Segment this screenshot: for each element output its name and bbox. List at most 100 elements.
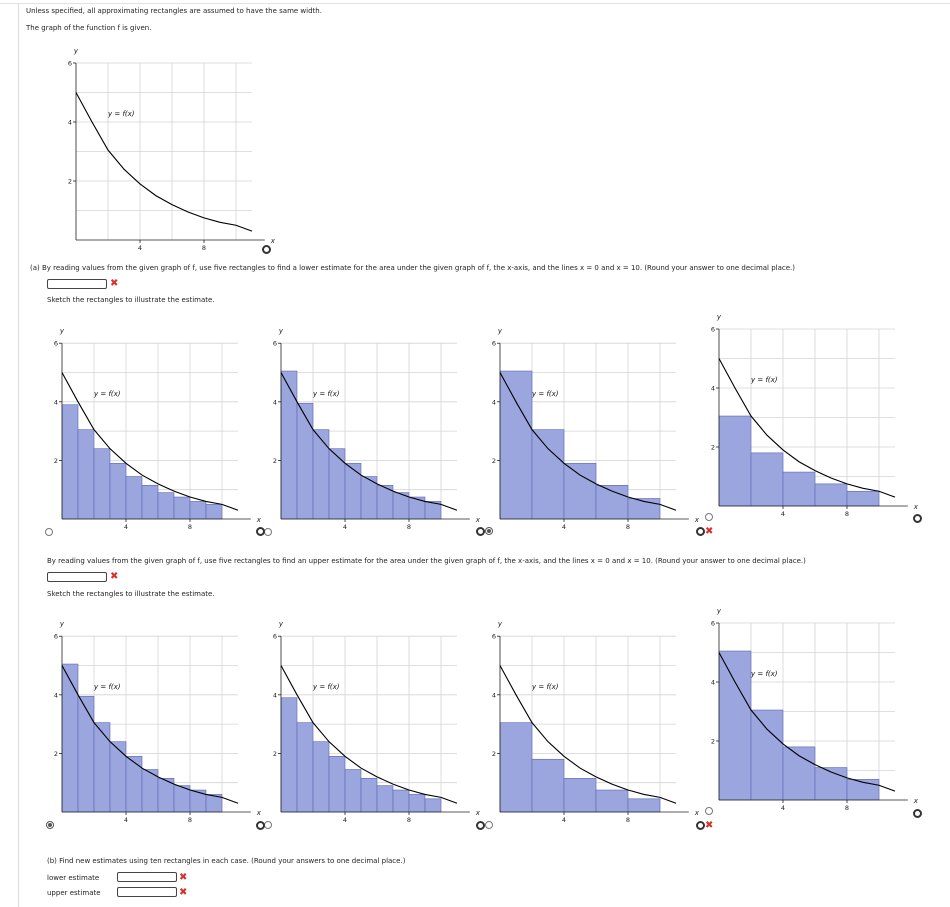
option-radio[interactable]: [705, 807, 713, 815]
x-tick-label: 4: [124, 523, 128, 531]
info-icon[interactable]: [256, 821, 265, 830]
x-axis-label: x: [256, 809, 262, 817]
info-icon[interactable]: [696, 527, 705, 536]
x-tick-label: 8: [845, 804, 849, 812]
x-axis-label: x: [913, 797, 919, 805]
y-axis-label: y: [497, 620, 503, 628]
part-b-question: (b) Find new estimates using ten rectang…: [47, 857, 406, 865]
option-radio[interactable]: [264, 821, 272, 829]
function-curve: [280, 665, 458, 804]
y-tick-label: 4: [68, 119, 72, 127]
upper-estimate-input[interactable]: [117, 887, 177, 897]
x-tick-label: 8: [626, 523, 630, 531]
info-icon[interactable]: [476, 527, 485, 536]
x-tick-label: 4: [562, 816, 566, 824]
y-tick-label: 6: [492, 633, 496, 641]
left-border: [18, 3, 19, 907]
info-icon[interactable]: [262, 245, 271, 254]
info-icon[interactable]: [256, 527, 265, 536]
x-tick-label: 8: [188, 816, 192, 824]
incorrect-icon: ✖: [179, 872, 188, 883]
y-tick-label: 6: [54, 633, 58, 641]
function-label: y = f(x): [93, 390, 121, 398]
y-tick-label: 2: [54, 750, 58, 758]
x-tick-label: 8: [188, 523, 192, 531]
x-axis-label: x: [270, 237, 276, 245]
y-tick-label: 2: [492, 750, 496, 758]
x-axis-label: x: [913, 503, 919, 511]
upper-estimate-label: upper estimate: [47, 889, 101, 897]
y-tick-label: 6: [273, 633, 277, 641]
sketch-label: Sketch the rectangles to illustrate the …: [47, 590, 215, 598]
approx-rectangle: [531, 429, 565, 520]
y-axis-label: y: [59, 327, 65, 335]
x-tick-label: 8: [202, 244, 206, 252]
option-radio[interactable]: [705, 513, 713, 521]
x-tick-label: 8: [626, 816, 630, 824]
x-axis-label: x: [475, 516, 481, 524]
sketch-label: Sketch the rectangles to illustrate the …: [47, 296, 215, 304]
info-icon[interactable]: [913, 514, 922, 523]
approx-rectangle: [750, 709, 784, 801]
x-tick-label: 4: [138, 244, 142, 252]
y-axis-label: y: [497, 327, 503, 335]
function-curve: [61, 372, 239, 511]
part-a-question: (a) By reading values from the given gra…: [30, 264, 796, 272]
option-radio[interactable]: [45, 528, 53, 536]
approx-rectangle: [750, 452, 784, 507]
function-curve: [75, 92, 253, 232]
intro-text: Unless specified, all approximating rect…: [26, 7, 322, 15]
function-label: y = f(x): [531, 683, 559, 691]
y-axis-label: y: [716, 607, 722, 615]
function-curve: [499, 665, 677, 804]
function-label: y = f(x): [531, 390, 559, 398]
function-curve: [718, 652, 896, 792]
info-icon[interactable]: [696, 821, 705, 830]
x-tick-label: 4: [781, 510, 785, 518]
lower-estimate-label: lower estimate: [47, 874, 100, 882]
y-tick-label: 2: [492, 457, 496, 465]
info-icon[interactable]: [476, 821, 485, 830]
y-tick-label: 6: [68, 60, 72, 68]
x-axis-label: x: [694, 516, 700, 524]
option-radio[interactable]: [485, 821, 493, 829]
x-tick-label: 4: [343, 523, 347, 531]
y-tick-label: 4: [273, 691, 277, 699]
function-label: y = f(x): [750, 376, 778, 384]
option-radio-selected[interactable]: [485, 527, 493, 535]
x-tick-label: 8: [845, 510, 849, 518]
option-radio-selected[interactable]: [46, 821, 54, 829]
x-axis-label: x: [694, 809, 700, 817]
function-description: The graph of the function f is given.: [26, 24, 152, 32]
approx-rectangle: [718, 650, 752, 801]
info-icon[interactable]: [913, 809, 922, 818]
x-axis-label: x: [256, 516, 262, 524]
y-tick-label: 4: [273, 398, 277, 406]
y-tick-label: 6: [492, 340, 496, 348]
y-tick-label: 4: [492, 691, 496, 699]
approx-rectangle: [782, 746, 816, 801]
y-tick-label: 6: [711, 326, 715, 334]
upper-estimate-input[interactable]: [47, 572, 107, 582]
function-label: y = f(x): [750, 670, 778, 678]
y-axis-label: y: [73, 47, 79, 55]
x-tick-label: 4: [343, 816, 347, 824]
y-tick-label: 2: [68, 178, 72, 186]
x-tick-label: 4: [781, 804, 785, 812]
function-curve: [61, 665, 239, 804]
function-curve: [718, 358, 896, 498]
top-border: [0, 3, 950, 4]
lower-estimate-input[interactable]: [117, 872, 177, 882]
function-curve: [499, 372, 677, 511]
incorrect-icon: ✖: [705, 526, 714, 537]
lower-estimate-input[interactable]: [47, 279, 107, 289]
upper-question: By reading values from the given graph o…: [47, 557, 806, 565]
y-tick-label: 2: [711, 738, 715, 746]
y-tick-label: 4: [54, 398, 58, 406]
incorrect-icon: ✖: [110, 571, 119, 582]
y-tick-label: 4: [711, 385, 715, 393]
